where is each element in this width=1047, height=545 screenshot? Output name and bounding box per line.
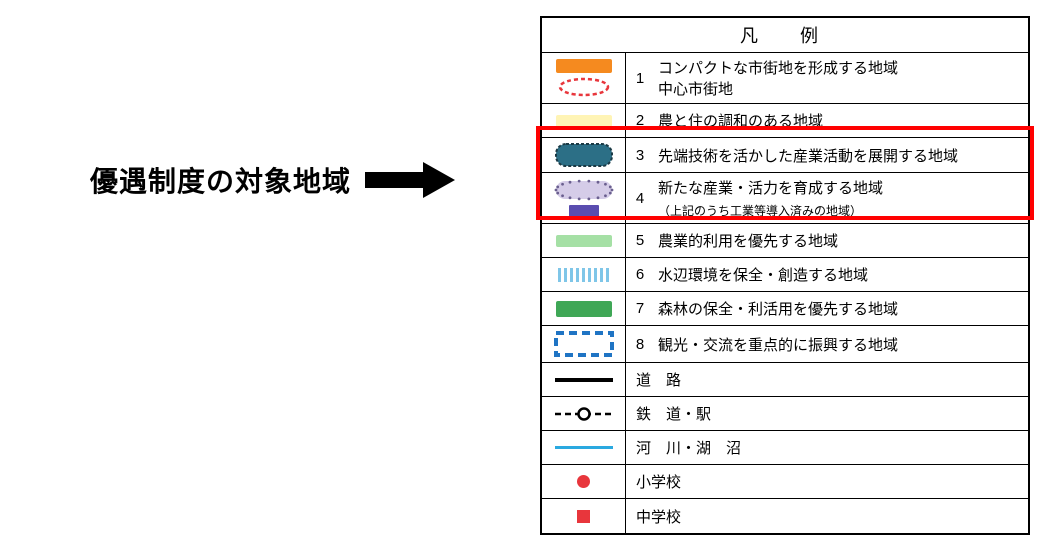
legend-row-simple: 河 川・湖 沼 [542, 431, 1028, 465]
row-number: 4 [626, 173, 654, 223]
legend-row-simple: 中学校 [542, 499, 1028, 533]
swatch-cell [542, 431, 626, 464]
legend-row: 7 森林の保全・利活用を優先する地域 [542, 292, 1028, 326]
row-label: 先端技術を活かした産業活動を展開する地域 [658, 145, 1022, 166]
swatch-cell [542, 173, 626, 223]
row-label: 農業的利用を優先する地域 [658, 230, 1022, 251]
row-label: 観光・交流を重点的に振興する地域 [658, 334, 1022, 355]
swatch-cell [542, 499, 626, 533]
swatch-cell [542, 397, 626, 430]
row-number: 2 [626, 104, 654, 137]
row-number: 3 [626, 138, 654, 172]
arrow-icon [365, 160, 455, 200]
legend-row: 4 新たな産業・活力を育成する地域 （上記のうち工業等導入済みの地域） [542, 173, 1028, 224]
row-number: 8 [626, 326, 654, 362]
row-label-cell: 新たな産業・活力を育成する地域 （上記のうち工業等導入済みの地域） [654, 173, 1028, 223]
row-label: 河 川・湖 沼 [626, 431, 1028, 464]
swatch-cell [542, 258, 626, 291]
row-label: 水辺環境を保全・創造する地域 [658, 264, 1022, 285]
row-number: 5 [626, 224, 654, 257]
row-sublabel: 中心市街地 [658, 78, 1022, 99]
row-label-cell: コンパクトな市街地を形成する地域 中心市街地 [654, 53, 1028, 103]
swatch-cell [542, 363, 626, 396]
legend-row: 8 観光・交流を重点的に振興する地域 [542, 326, 1028, 363]
legend-row: 5 農業的利用を優先する地域 [542, 224, 1028, 258]
row-label: 新たな産業・活力を育成する地域 [658, 177, 1022, 198]
row-number: 1 [626, 53, 654, 103]
legend-row-simple: 小学校 [542, 465, 1028, 499]
swatch-cell [542, 292, 626, 325]
row-label-cell: 先端技術を活かした産業活動を展開する地域 [654, 138, 1028, 172]
swatch-cell [542, 465, 626, 498]
row-number: 7 [626, 292, 654, 325]
row-label-cell: 農業的利用を優先する地域 [654, 224, 1028, 257]
swatch-cell [542, 138, 626, 172]
row-label: 中学校 [626, 499, 1028, 533]
row-sublabel: （上記のうち工業等導入済みの地域） [658, 202, 1022, 219]
row-label-cell: 観光・交流を重点的に振興する地域 [654, 326, 1028, 362]
legend-row-simple: 鉄 道・駅 [542, 397, 1028, 431]
row-label: 農と住の調和のある地域 [658, 110, 1022, 131]
row-number: 6 [626, 258, 654, 291]
row-label-cell: 水辺環境を保全・創造する地域 [654, 258, 1028, 291]
row-label: 小学校 [626, 465, 1028, 498]
legend-title: 凡 例 [542, 18, 1028, 53]
callout-text: 優遇制度の対象地域 [90, 160, 351, 200]
swatch-cell [542, 224, 626, 257]
swatch-cell [542, 326, 626, 362]
row-label: 道 路 [626, 363, 1028, 396]
row-label: コンパクトな市街地を形成する地域 [658, 57, 1022, 78]
legend-row: 2 農と住の調和のある地域 [542, 104, 1028, 138]
row-label-cell: 森林の保全・利活用を優先する地域 [654, 292, 1028, 325]
legend-box: 凡 例 1 コンパクトな市街地を形成する地域 中心市街地 2 農と住の調和のある… [540, 16, 1030, 535]
legend-row-simple: 道 路 [542, 363, 1028, 397]
swatch-cell [542, 53, 626, 103]
row-label-cell: 農と住の調和のある地域 [654, 104, 1028, 137]
swatch-cell [542, 104, 626, 137]
row-label: 森林の保全・利活用を優先する地域 [658, 298, 1022, 319]
legend-row: 3 先端技術を活かした産業活動を展開する地域 [542, 138, 1028, 173]
legend-row: 1 コンパクトな市街地を形成する地域 中心市街地 [542, 53, 1028, 104]
callout: 優遇制度の対象地域 [90, 160, 455, 200]
row-label: 鉄 道・駅 [626, 397, 1028, 430]
legend-row: 6 水辺環境を保全・創造する地域 [542, 258, 1028, 292]
